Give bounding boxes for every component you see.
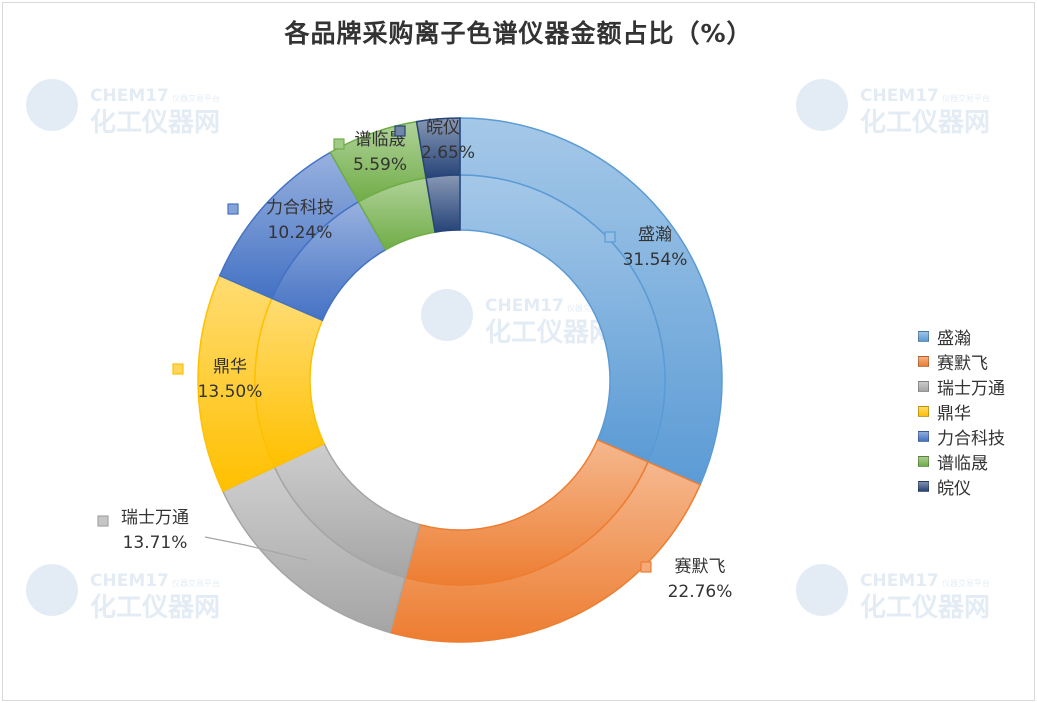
leader-line — [204, 536, 308, 561]
legend-label: 皖仪 — [937, 479, 971, 499]
legend-item: 盛瀚 — [918, 324, 1005, 349]
label-value: 31.54% — [623, 250, 688, 270]
legend-swatch — [918, 406, 929, 417]
legend-item: 瑞士万通 — [918, 374, 1005, 399]
label-category: 谱临晟 — [355, 130, 406, 150]
watermark-name: 化工仪器网 — [860, 108, 990, 138]
label-category: 力合科技 — [266, 198, 334, 218]
legend-swatch — [918, 456, 929, 467]
inner-slice-7 — [425, 174, 461, 233]
watermark-tagline: 仪器交易平台 — [942, 578, 990, 588]
label-swatch — [97, 515, 109, 527]
legend-label: 赛默飞 — [937, 354, 988, 374]
data-labels: 盛瀚 31.54% 赛默飞 22.76% 瑞士万通 13.71% 鼎华 13.50% 力合科技 1… — [97, 118, 733, 602]
label-value: 13.71% — [123, 533, 188, 553]
label-swatch — [172, 363, 184, 375]
watermark-name: 化工仪器网 — [90, 593, 220, 623]
data-label-7: 皖仪 2.65% — [394, 118, 475, 163]
label-category: 瑞士万通 — [121, 508, 189, 528]
label-category: 鼎华 — [213, 357, 247, 377]
watermark-tagline: 仪器交易平台 — [172, 578, 220, 588]
legend-swatch — [918, 381, 929, 392]
legend-label: 盛瀚 — [937, 329, 971, 349]
chart-title: 各品牌采购离子色谱仪器金额占比（%） — [284, 19, 753, 48]
label-category: 盛瀚 — [638, 225, 672, 245]
watermark-brand: CHEM17 — [860, 86, 939, 106]
label-value: 22.76% — [668, 582, 733, 602]
legend-item: 皖仪 — [918, 474, 1005, 499]
legend-item: 鼎华 — [918, 399, 1005, 424]
watermark-name: 化工仪器网 — [90, 108, 220, 138]
data-label-5: 力合科技 10.24% — [227, 198, 334, 243]
inner-slice-4 — [254, 297, 326, 469]
label-value: 13.50% — [198, 382, 263, 402]
label-category: 皖仪 — [426, 118, 460, 138]
data-label-4: 鼎华 13.50% — [172, 357, 263, 402]
watermark-tagline: 仪器交易平台 — [172, 93, 220, 103]
data-label-3: 瑞士万通 13.71% — [97, 508, 189, 553]
watermark-tagline: 仪器交易平台 — [942, 93, 990, 103]
watermark-brand: CHEM17 — [860, 571, 939, 591]
label-swatch — [604, 231, 616, 243]
label-swatch — [640, 561, 652, 573]
chart-legend: 盛瀚赛默飞瑞士万通鼎华力合科技谱临晟皖仪 — [918, 324, 1005, 499]
legend-label: 力合科技 — [937, 429, 1005, 449]
legend-swatch — [918, 356, 929, 367]
inner-ring — [254, 174, 666, 586]
watermark-brand: CHEM17 — [90, 86, 169, 106]
label-category: 赛默飞 — [675, 556, 726, 577]
data-label-6: 谱临晟 5.59% — [333, 130, 407, 175]
watermark-name: 化工仪器网 — [860, 593, 990, 623]
outer-ring — [197, 117, 723, 643]
legend-swatch — [918, 481, 929, 492]
legend-swatch — [918, 431, 929, 442]
label-value: 5.59% — [353, 155, 407, 175]
label-value: 10.24% — [268, 223, 333, 243]
data-label-2: 赛默飞 22.76% — [640, 556, 733, 602]
legend-item: 赛默飞 — [918, 349, 1005, 374]
legend-label: 瑞士万通 — [937, 379, 1005, 399]
label-swatch — [394, 125, 406, 137]
label-value: 2.65% — [421, 143, 475, 163]
legend-label: 谱临晟 — [937, 454, 988, 474]
inner-slice-1 — [459, 174, 666, 463]
legend-label: 鼎华 — [937, 404, 971, 424]
watermark-brand: CHEM17 — [485, 296, 564, 316]
data-label-1: 盛瀚 31.54% — [604, 225, 688, 270]
watermark-brand: CHEM17 — [90, 571, 169, 591]
label-swatch — [227, 203, 239, 215]
watermark-name: 化工仪器网 — [485, 318, 615, 348]
label-swatch — [333, 138, 345, 150]
legend-item: 力合科技 — [918, 424, 1005, 449]
legend-swatch — [918, 331, 929, 342]
legend-item: 谱临晟 — [918, 449, 1005, 474]
